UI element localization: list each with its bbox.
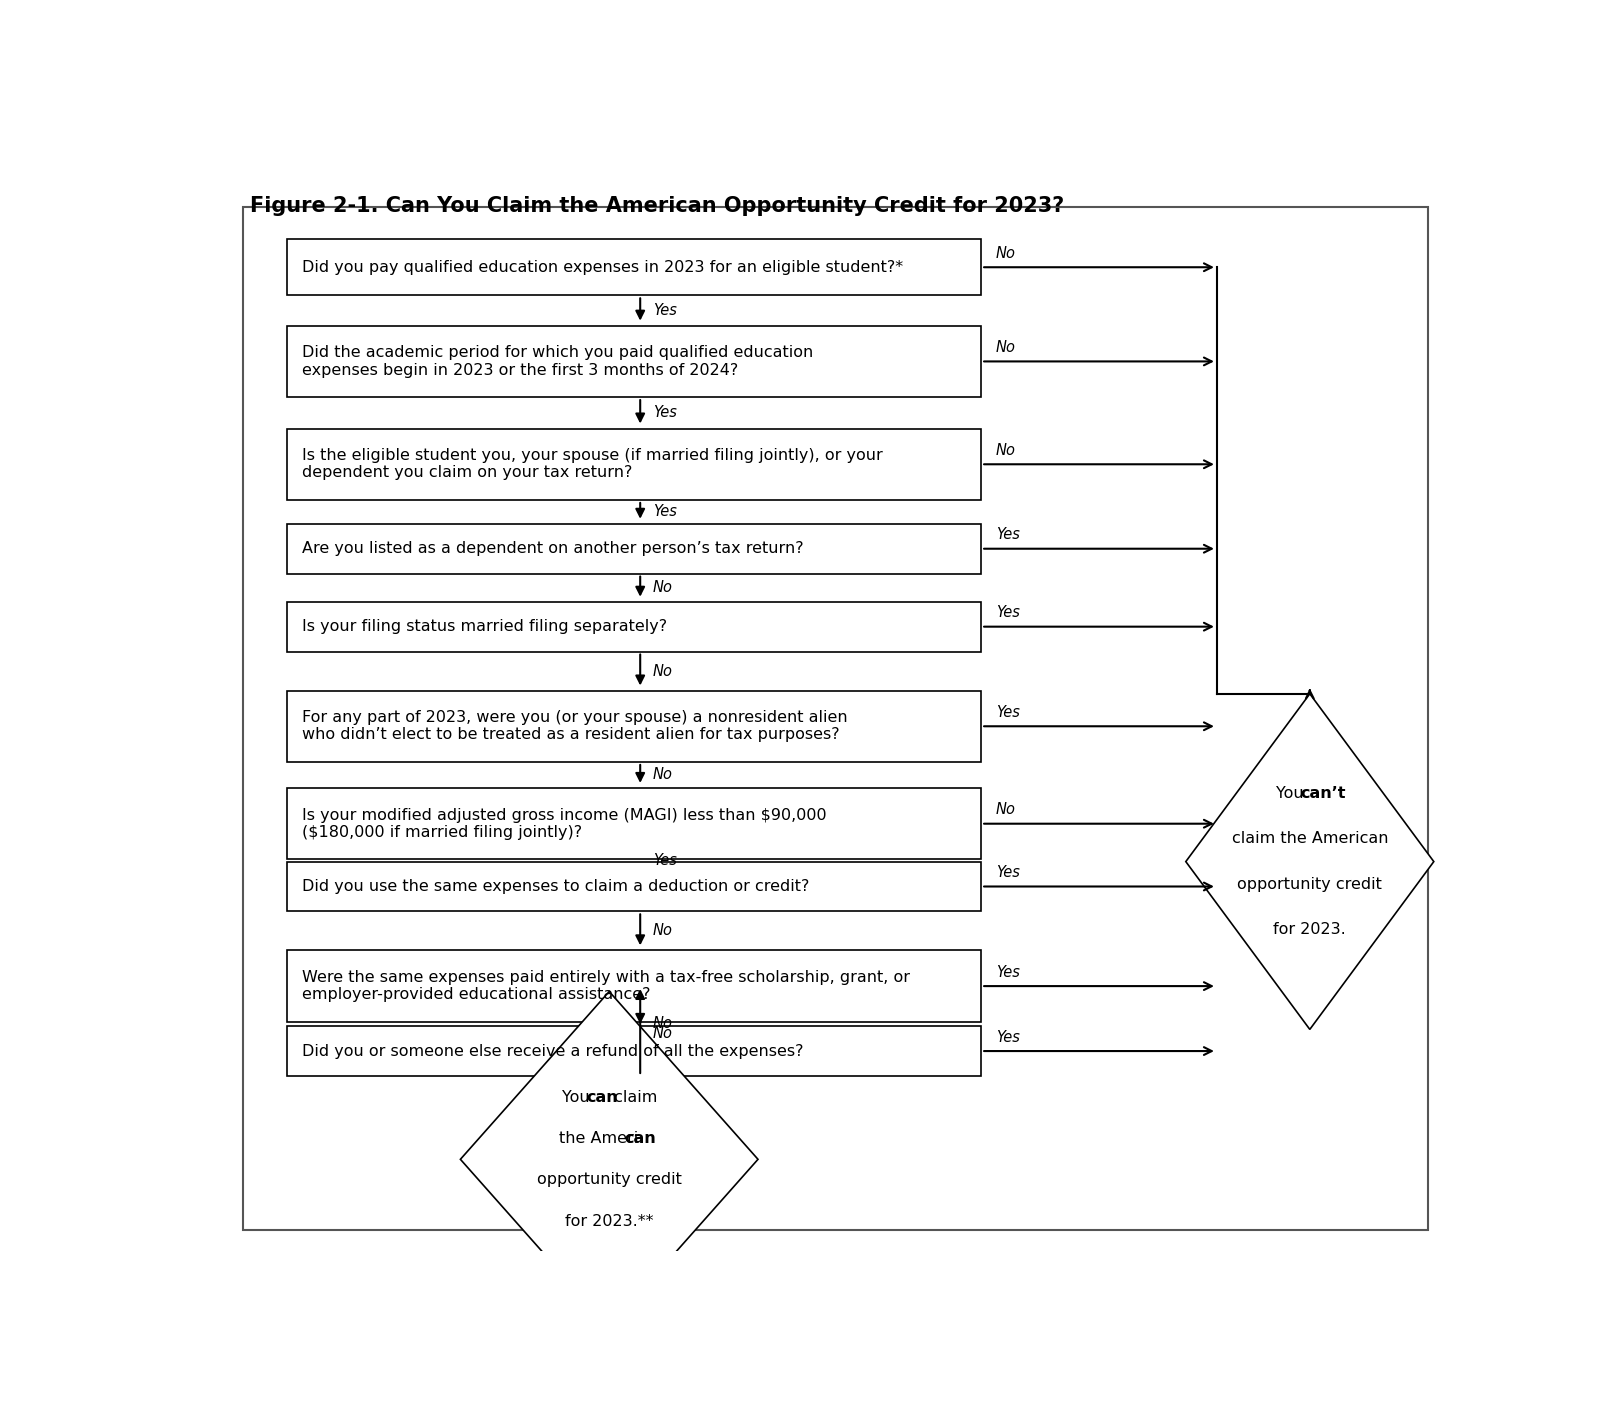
Text: claim the American: claim the American	[1232, 831, 1389, 846]
Text: No: No	[997, 443, 1016, 458]
Bar	[286, 602, 981, 651]
Text: Figure 2-1. Can You Claim the American Opportunity Credit for 2023?: Figure 2-1. Can You Claim the American O…	[250, 195, 1064, 215]
Text: You: You	[562, 1090, 595, 1105]
Text: No: No	[653, 664, 672, 679]
Text: Did you use the same expenses to claim a deduction or credit?: Did you use the same expenses to claim a…	[302, 879, 810, 894]
Text: Is your modified adjusted gross income (MAGI) less than $90,000
($180,000 if mar: Is your modified adjusted gross income (…	[302, 807, 826, 839]
Text: No: No	[653, 924, 672, 938]
Text: Yes: Yes	[997, 605, 1019, 620]
Bar	[286, 524, 981, 574]
Text: Yes: Yes	[653, 853, 677, 868]
Text: You can claim: You can claim	[554, 1090, 664, 1105]
Text: opportunity credit: opportunity credit	[536, 1173, 682, 1188]
Text: Yes: Yes	[997, 527, 1019, 543]
Bar	[286, 787, 981, 859]
Text: the American: the American	[555, 1132, 664, 1146]
Text: Did the academic period for which you paid qualified education
expenses begin in: Did the academic period for which you pa…	[302, 346, 813, 378]
Text: No: No	[997, 803, 1016, 817]
Text: No: No	[653, 1017, 672, 1032]
Text: Is the eligible student you, your spouse (if married filing jointly), or your
de: Is the eligible student you, your spouse…	[302, 449, 883, 481]
Text: You: You	[1277, 786, 1309, 801]
Text: Yes: Yes	[997, 1029, 1019, 1045]
Text: Yes: Yes	[653, 304, 677, 318]
Bar	[286, 690, 981, 762]
Text: Were the same expenses paid entirely with a tax-free scholarship, grant, or
empl: Were the same expenses paid entirely wit…	[302, 970, 910, 1002]
Text: can: can	[624, 1132, 656, 1146]
Text: Yes: Yes	[653, 505, 677, 519]
Text: No: No	[653, 768, 672, 783]
Bar	[286, 429, 981, 501]
Text: for 2023.**: for 2023.**	[565, 1213, 653, 1229]
Text: claim: claim	[610, 1090, 658, 1105]
Polygon shape	[461, 991, 758, 1327]
Text: for 2023.: for 2023.	[1274, 922, 1346, 938]
Text: can’t: can’t	[1301, 786, 1346, 801]
Text: For any part of 2023, were you (or your spouse) a nonresident alien
who didn’t e: For any part of 2023, were you (or your …	[302, 710, 848, 742]
Text: Are you listed as a dependent on another person’s tax return?: Are you listed as a dependent on another…	[302, 541, 803, 557]
Bar	[286, 326, 981, 396]
Text: No: No	[653, 581, 672, 595]
Text: No: No	[997, 340, 1016, 354]
Bar	[286, 1026, 981, 1076]
Text: Yes: Yes	[653, 405, 677, 420]
Text: Is your filing status married filing separately?: Is your filing status married filing sep…	[302, 619, 667, 634]
Polygon shape	[1186, 693, 1434, 1029]
Bar	[286, 950, 981, 1022]
Bar	[286, 862, 981, 911]
Text: Did you pay qualified education expenses in 2023 for an eligible student?*: Did you pay qualified education expenses…	[302, 260, 902, 274]
Text: can: can	[587, 1090, 618, 1105]
Text: No: No	[997, 246, 1016, 260]
Text: opportunity credit: opportunity credit	[1237, 877, 1382, 891]
Text: the Ameri: the Ameri	[560, 1132, 638, 1146]
Text: You can’t: You can’t	[1274, 786, 1346, 801]
Text: Did you or someone else receive a refund of all the expenses?: Did you or someone else receive a refund…	[302, 1043, 803, 1059]
Text: Yes: Yes	[997, 704, 1019, 720]
Bar	[286, 239, 981, 295]
Text: No: No	[653, 1026, 672, 1042]
Text: Yes: Yes	[997, 965, 1019, 980]
Text: Yes: Yes	[997, 865, 1019, 880]
